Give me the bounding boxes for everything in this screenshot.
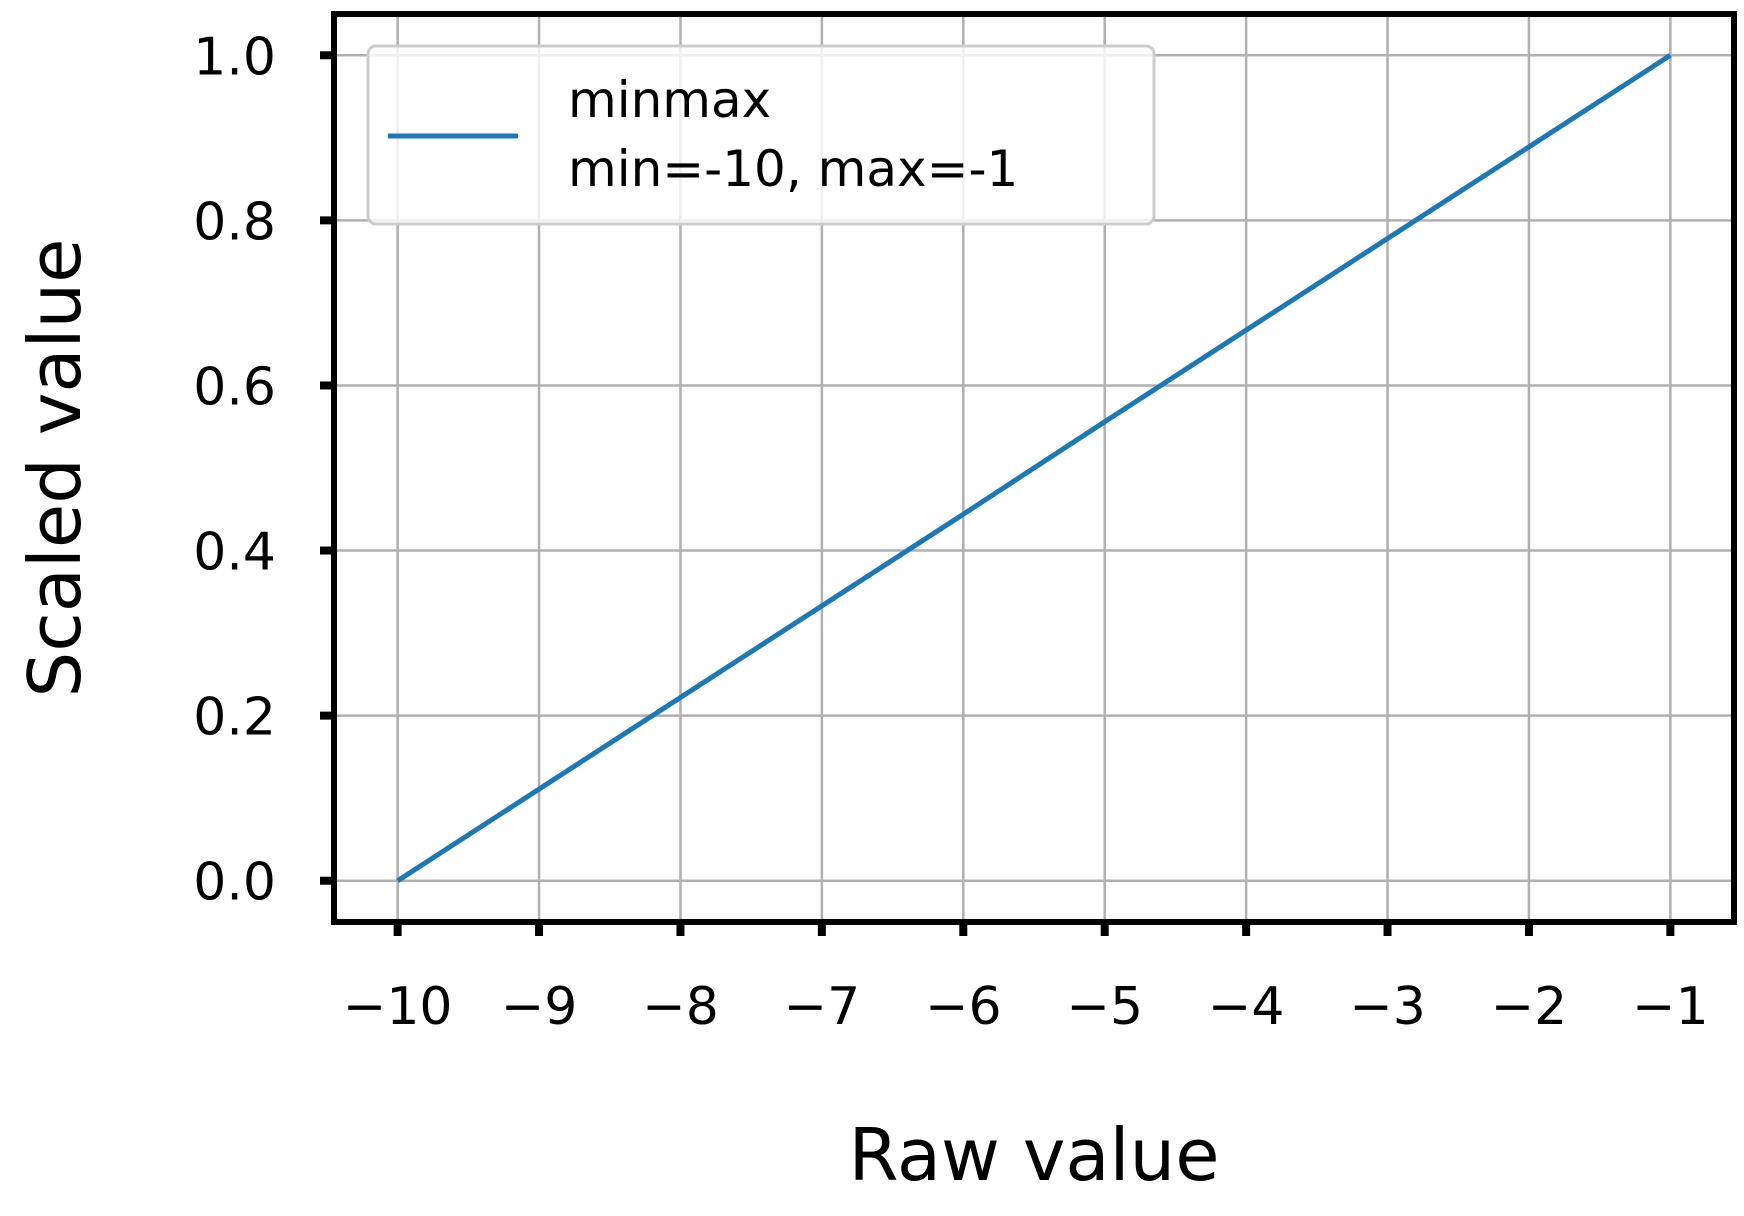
x-tick-label: −6 [925,977,1002,1037]
legend-label-line-2: min=-10, max=-1 [568,140,1018,198]
legend-label-line-1: minmax [568,71,771,129]
plot-frame [331,11,1737,925]
y-tick-label: 0.4 [193,523,276,583]
legend-box [366,44,1156,226]
x-tick-label: −5 [1066,977,1143,1037]
ticks: −10 −9 −8 −7 −6 −5 −4 −3 −2 −1 0.0 0.2 0.4 0.6 0.8 1.0 [193,27,1708,1037]
y-tick-label: 0.0 [193,853,276,913]
x-axis-label: Raw value [848,1113,1219,1197]
y-tick-label: 0.6 [193,357,276,417]
series-layer [396,53,1672,883]
x-tick-label: −9 [501,977,578,1037]
x-tick-label: −2 [1491,977,1568,1037]
series-line [396,53,1672,883]
y-tick-label: 0.8 [193,192,276,252]
y-axis-label: Scaled value [13,239,97,698]
x-tick-label: −8 [642,977,719,1037]
x-tick-label: −1 [1632,977,1709,1037]
x-tick-label: −10 [343,977,453,1037]
x-tick-label: −7 [784,977,861,1037]
x-tick-label: −4 [1208,977,1285,1037]
y-tick-label: 0.2 [193,688,276,748]
legend: minmax min=-10, max=-1 [366,44,1156,226]
x-tick-label: −3 [1349,977,1426,1037]
y-tick-label: 1.0 [193,27,276,87]
